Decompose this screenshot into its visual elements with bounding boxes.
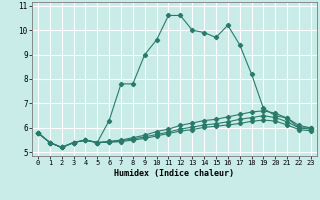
X-axis label: Humidex (Indice chaleur): Humidex (Indice chaleur) bbox=[115, 169, 234, 178]
